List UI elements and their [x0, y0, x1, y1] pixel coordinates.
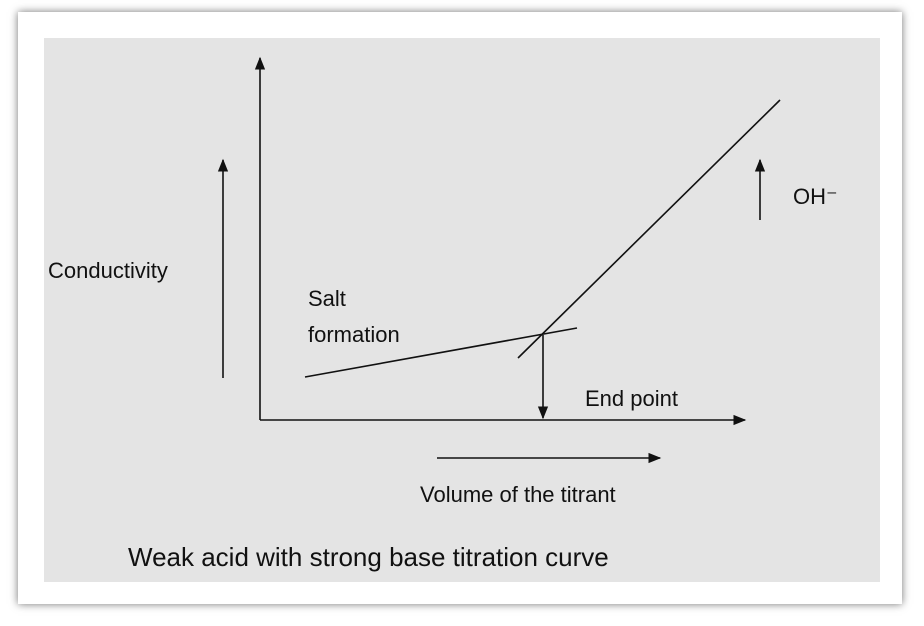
panel: [44, 38, 880, 582]
excess-base-line: [517, 99, 781, 359]
ion-label: OH⁻: [793, 184, 838, 209]
salt-label: Salt: [308, 286, 346, 311]
salt-line: [304, 327, 578, 378]
end-point-label: End point: [585, 386, 678, 411]
y-axis-label: Conductivity: [48, 258, 168, 283]
x-axis-label: Volume of the titrant: [420, 482, 616, 507]
caption: Weak acid with strong base titration cur…: [128, 542, 609, 572]
salt-label: formation: [308, 322, 400, 347]
